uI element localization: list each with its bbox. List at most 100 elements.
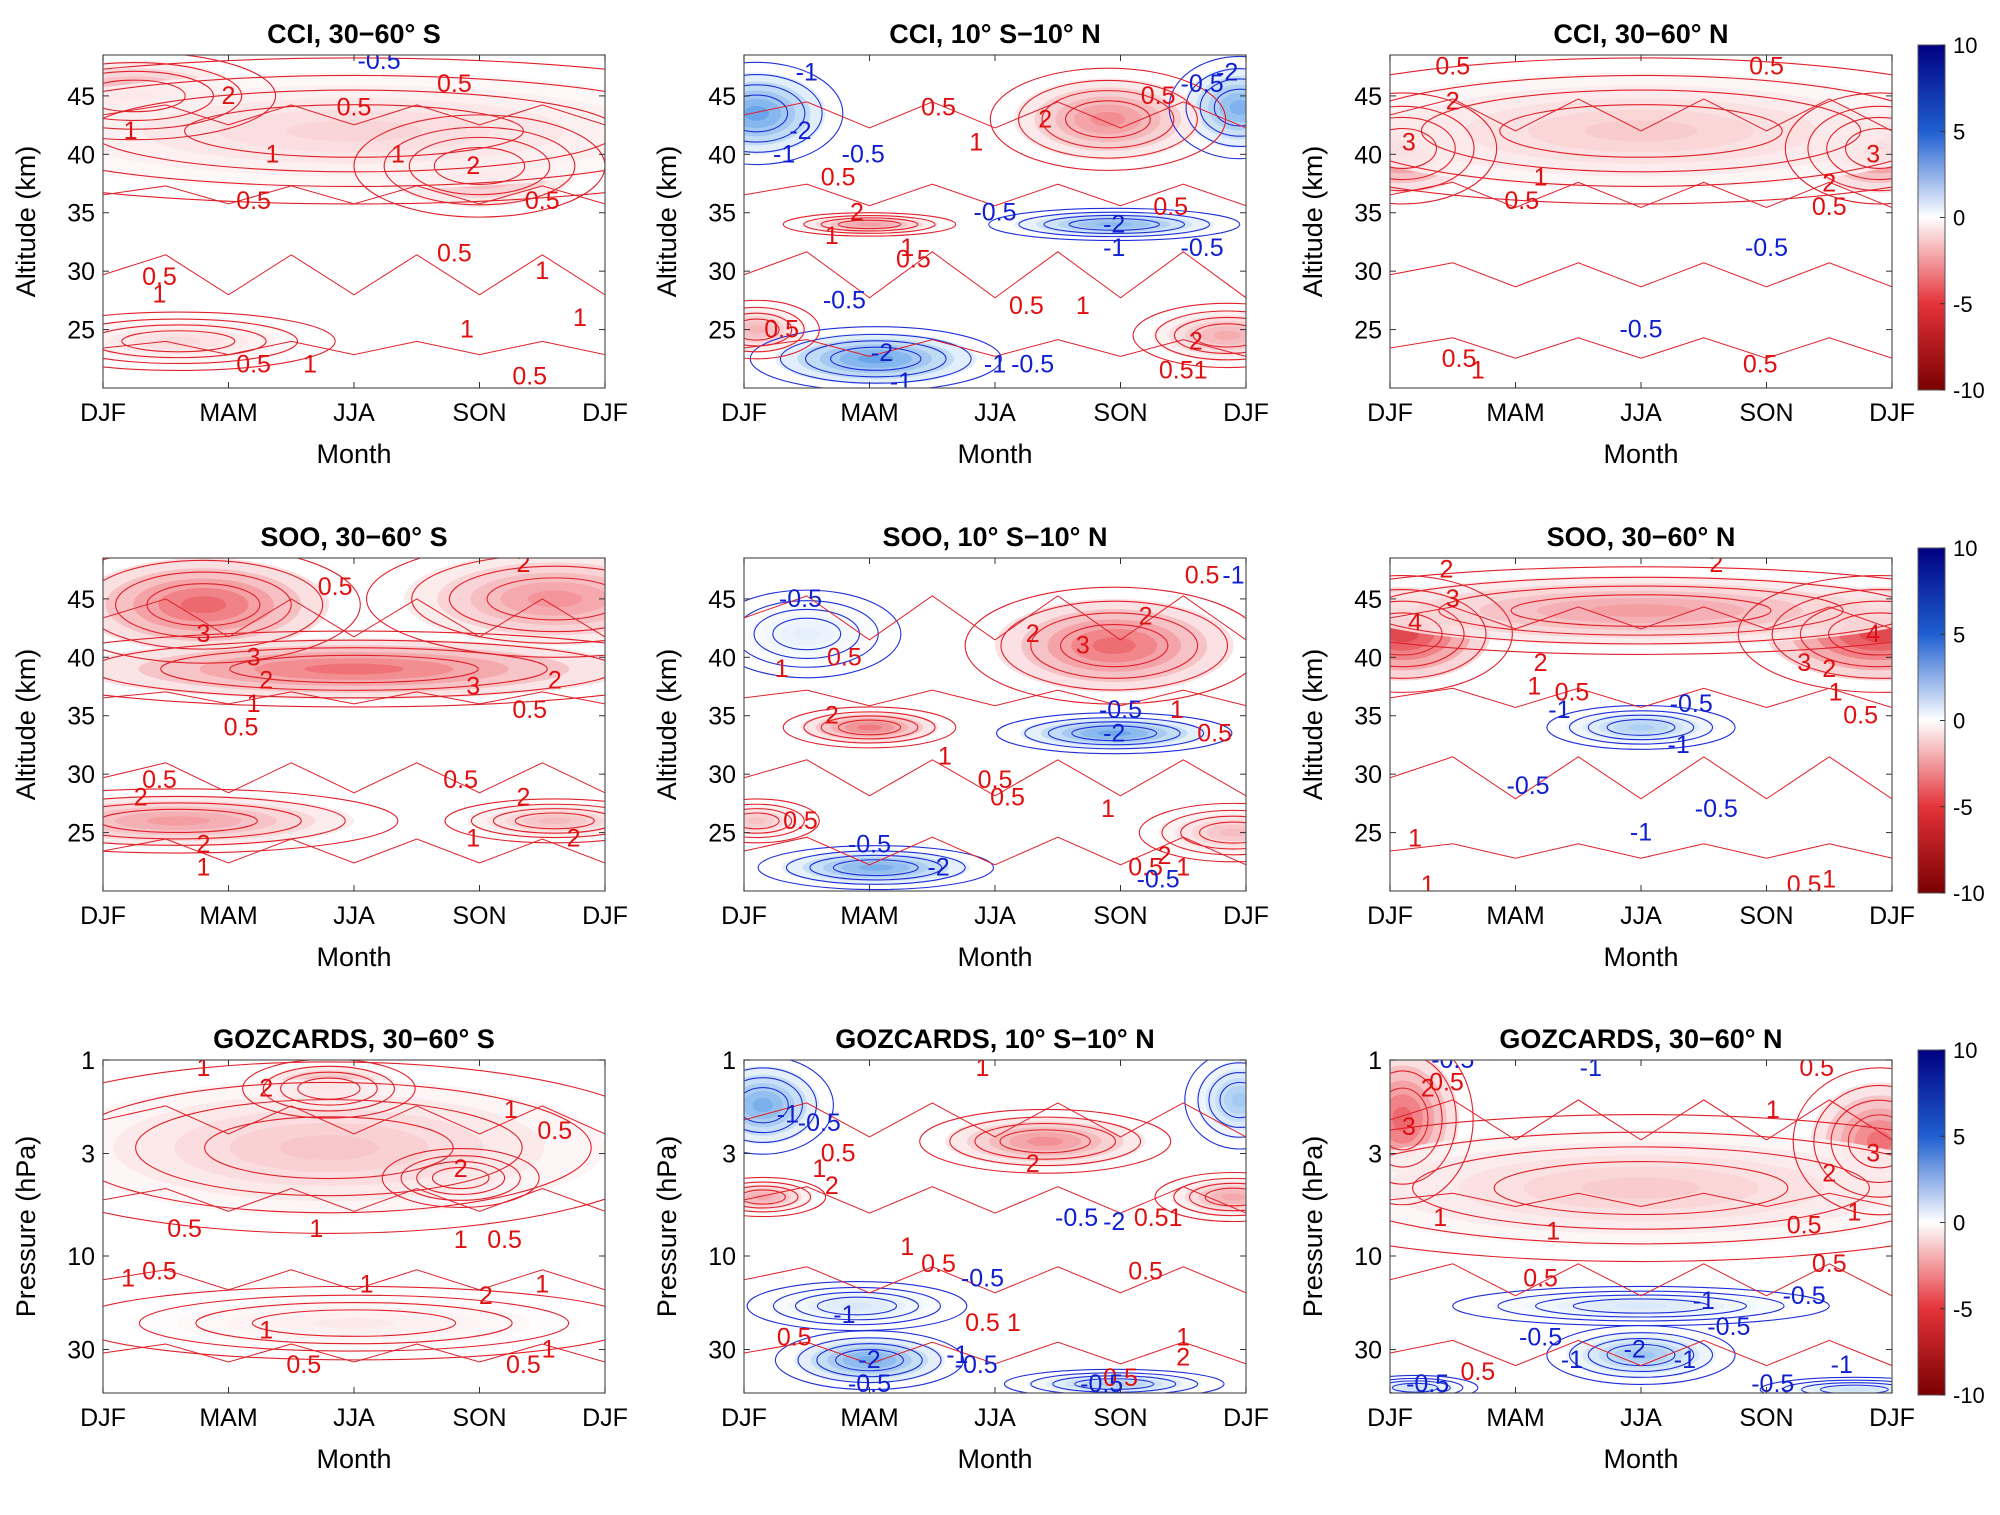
contour-label: 0.5	[1843, 702, 1878, 730]
y-axis-label: Altitude (km)	[1298, 146, 1328, 298]
contour-line-3-2	[1587, 714, 1695, 741]
colorbar-tick-label: -10	[1953, 1383, 1985, 1408]
contour-line-2-0	[996, 712, 1233, 755]
contour-label: 2	[222, 82, 236, 110]
contour-label: -0.5	[1519, 1323, 1562, 1351]
x-tick-label: JJA	[1620, 399, 1662, 427]
contour-label: 3	[196, 620, 210, 648]
contour-label: 1	[975, 1054, 989, 1082]
contour-line-5-2	[1390, 1380, 1451, 1393]
contour-line-0-0	[1390, 574, 1513, 693]
contour-label: 2	[548, 667, 562, 695]
contour-line-0-2	[744, 1077, 803, 1134]
contour-label: 0.5	[236, 187, 271, 215]
contour-label: 0.5	[1504, 187, 1539, 215]
contour-label: -0.5	[848, 830, 891, 858]
contour-line-4-0	[1154, 1171, 1246, 1223]
y-tick-label: 40	[67, 644, 95, 672]
contour-line-3-3	[1068, 218, 1160, 231]
contour-label: 0.5	[827, 643, 862, 671]
contour-line-6-0	[744, 589, 902, 679]
contour-line-4-0	[1452, 1285, 1830, 1327]
contour-label: 1	[1101, 795, 1115, 823]
colorbar-tick-label: 5	[1953, 1124, 1965, 1149]
contour-label: 0.5	[1197, 719, 1232, 747]
contour-line-4-2	[820, 217, 919, 232]
contour-line-3-1	[785, 850, 966, 885]
contour-line-4-1	[803, 214, 936, 234]
contour-line-0-2	[744, 84, 806, 143]
contour-line-1-2	[408, 136, 551, 196]
contour-line-0-0	[103, 55, 277, 141]
contour-label: 0.5	[142, 263, 177, 291]
x-tick-label: MAM	[1486, 399, 1544, 427]
contour-fill-7-4	[841, 1302, 873, 1310]
contour-line-2-2	[1412, 1146, 1870, 1230]
contour-label: -1	[777, 1101, 799, 1129]
contour-label: 2	[825, 702, 839, 730]
contour-label: 1	[1170, 696, 1184, 724]
contour-label: -1	[946, 1341, 968, 1369]
y-tick-label: 30	[67, 761, 95, 789]
contour-label: 0.5	[921, 1250, 956, 1278]
contour-line-0-1	[744, 74, 823, 153]
contour-line-7-0	[746, 1280, 968, 1332]
contour-band-2	[744, 759, 1246, 797]
colorbar-tick-label: -10	[1953, 378, 1985, 403]
contour-fill-5-4	[1219, 828, 1246, 837]
contour-label: -1	[1693, 1287, 1715, 1315]
contour-line-0-2	[1390, 600, 1465, 668]
contour-label: 2	[134, 784, 148, 812]
contour-line-6-3	[744, 318, 780, 341]
contour-label: 0.5	[1128, 854, 1163, 882]
contour-band-3	[744, 836, 1246, 866]
contour-label: 1	[775, 655, 789, 683]
contour-line-0-2	[114, 571, 292, 639]
contour-line-2-2	[448, 565, 605, 633]
contour-label: 0.5	[990, 784, 1025, 812]
contour-label: 2	[466, 152, 480, 180]
contour-line-2-3	[486, 577, 605, 621]
contour-fill-6-4	[793, 627, 821, 641]
x-tick-label: DJF	[582, 399, 628, 427]
x-tick-label: SON	[452, 399, 506, 427]
contour-label: 3	[1446, 585, 1460, 613]
y-tick-label: 10	[1354, 1243, 1382, 1271]
x-tick-label: DJF	[1869, 902, 1915, 930]
contour-line-3-1	[1568, 710, 1714, 745]
contour-line-2-1	[1017, 79, 1198, 159]
colorbar-2: 10 5 0 -5 -10	[1917, 536, 1985, 906]
contour-labels: 0.5 0.523 31 20.5 0.5-0.5-0.50.51 0.5	[1402, 55, 1880, 384]
y-axis-label: Altitude (km)	[11, 649, 41, 801]
contour-line-2-2	[103, 324, 267, 359]
contour-line-1-2	[1208, 1072, 1246, 1128]
contour-label: -0.5	[358, 47, 401, 75]
y-tick-label: 3	[1368, 1141, 1382, 1169]
x-tick-label: MAM	[840, 1404, 898, 1432]
contour-line-0-0	[242, 1060, 416, 1119]
contour-label: 2	[479, 1282, 493, 1310]
contour-label: -0.5	[1431, 1046, 1474, 1074]
contour-fill-4-4	[538, 817, 571, 825]
contour-label: 1	[1076, 292, 1090, 320]
panel-title: GOZCARDS, 30−60° S	[213, 1024, 495, 1054]
contour-label: 3	[1866, 140, 1880, 168]
x-axis-label: Month	[316, 942, 391, 972]
contour-label: -0.5	[798, 1109, 841, 1137]
x-tick-label: DJF	[1223, 902, 1269, 930]
x-tick-label: SON	[1739, 902, 1793, 930]
contour-label: 2	[259, 667, 273, 695]
contour-band-0	[1390, 606, 1892, 630]
contour-label: 1	[1822, 865, 1836, 893]
contour-line-5-2	[816, 1343, 923, 1378]
colorbar-tick-label: 10	[1953, 33, 1977, 58]
contour-line-1-1	[803, 711, 936, 744]
contour-line-2-2	[135, 1099, 523, 1197]
contour-label: 1	[573, 304, 587, 332]
contour-line-0-1	[1390, 105, 1475, 192]
contour-line-1-1	[103, 639, 605, 699]
